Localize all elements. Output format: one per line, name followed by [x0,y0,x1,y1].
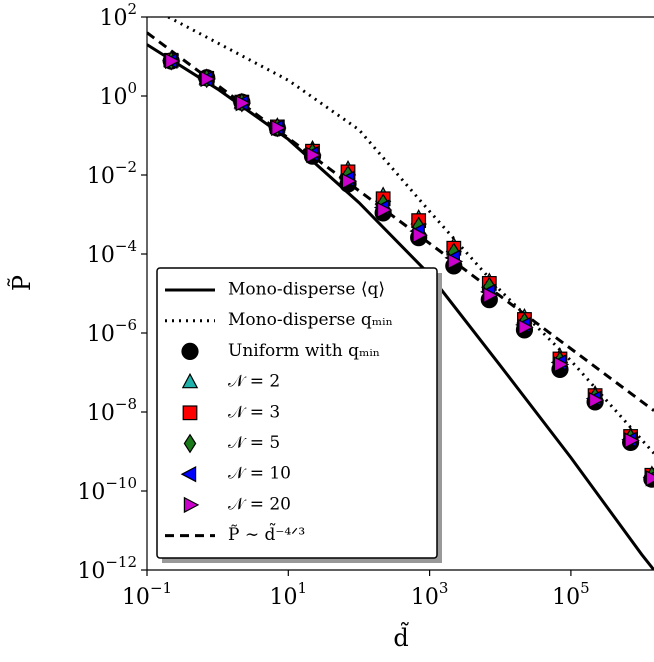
legend-label: Uniform with qₘᵢₙ [228,341,380,361]
marker [447,253,464,270]
plot-area [147,17,654,570]
legend-label: Mono-disperse qₘᵢₙ [228,310,393,330]
marker [183,496,200,514]
marker [412,226,428,244]
marker [553,356,570,373]
marker [518,319,534,336]
x-tick-label: 101 [270,579,308,610]
legend-label: 𝒩 = 2 [228,372,280,392]
marker [183,433,197,454]
marker [164,52,181,70]
x-tick-label: 103 [411,579,449,610]
marker [624,432,640,449]
marker [376,201,393,219]
marker [271,119,287,137]
y-tick-label: 10−6 [87,316,137,347]
y-tick-label: 10−2 [87,158,137,189]
marker [180,466,197,483]
legend-box [156,267,438,559]
marker [341,172,358,190]
x-tick-label: 10−1 [122,579,172,610]
y-tick-label: 102 [99,0,137,31]
marker [645,470,654,487]
legend-label: 𝒩 = 5 [228,433,280,453]
legend-label: 𝒩 = 20 [228,494,291,514]
y-axis-label: P̃ [8,275,36,291]
legend: Mono-disperse ⟨q⟩ Mono-disperse qₘᵢₙ Unifo… [156,267,442,563]
line-series [147,31,654,412]
marker [483,287,499,304]
marker [200,70,216,88]
marker [181,342,199,360]
marker [588,391,605,409]
marker [181,372,199,389]
x-axis-label: d̃ [393,621,409,652]
marker [306,146,322,164]
legend-label: 𝒩 = 3 [228,402,280,422]
marker [182,405,198,421]
legend-label: 𝒩 = 10 [228,464,291,484]
y-tick-label: 100 [99,79,137,110]
line-series [167,17,654,455]
legend-label: P̃ ∼ d̃⁻⁴ᐟ³ [228,523,305,545]
y-tick-label: 10−4 [87,237,137,268]
legend-label: Mono-disperse ⟨q⟩ [228,280,385,300]
x-tick-label: 105 [552,579,590,610]
y-tick-label: 10−10 [77,474,137,505]
y-tick-label: 10−12 [77,553,137,584]
marker [235,94,252,112]
y-tick-label: 10−8 [87,395,137,426]
